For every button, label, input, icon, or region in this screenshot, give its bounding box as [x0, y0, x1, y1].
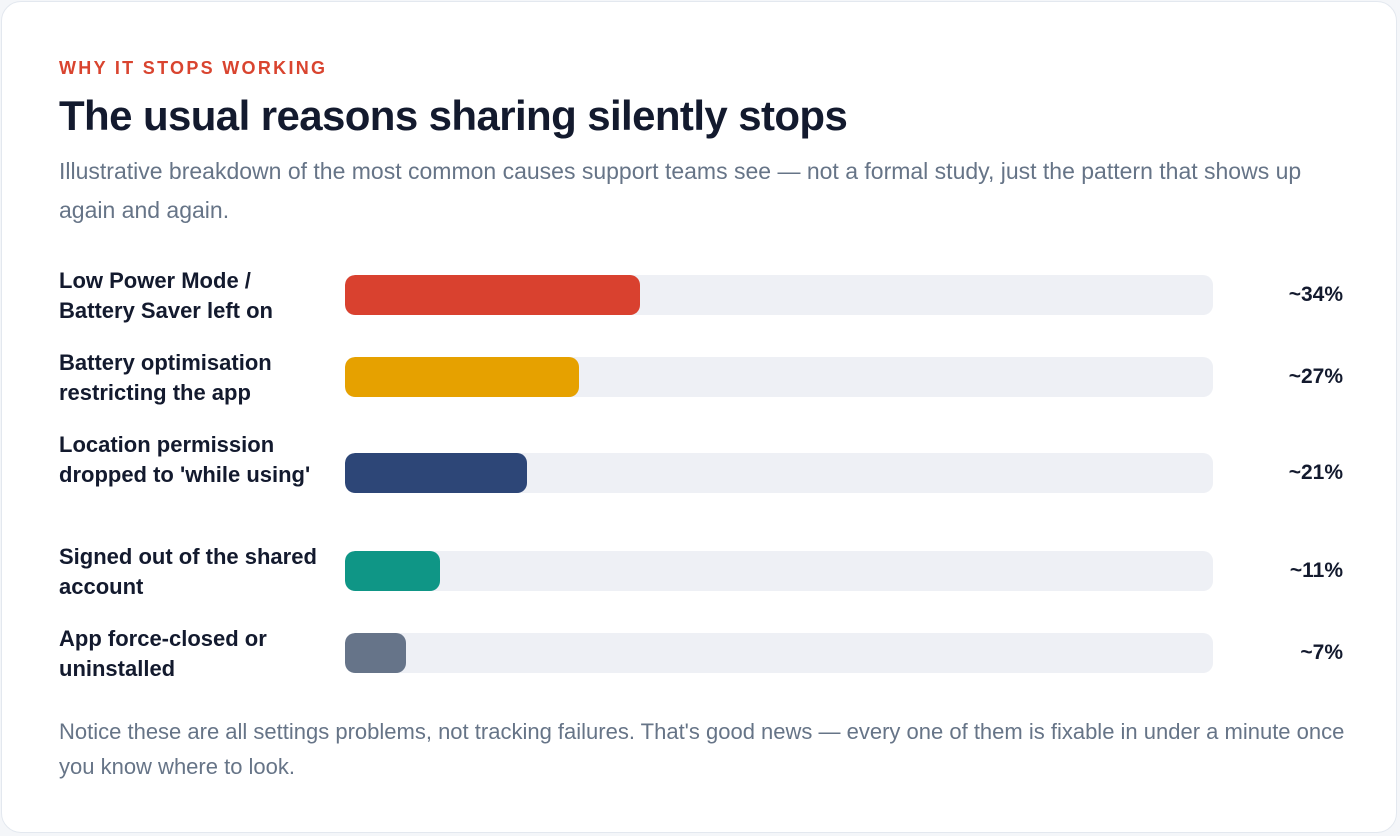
bar-track: [345, 357, 1213, 397]
bar-row: Low Power Mode / Battery Saver left on ~…: [59, 265, 1343, 325]
bar-label: Battery optimisation restricting the app: [59, 350, 272, 405]
bar-fill: [345, 275, 641, 315]
bar-track: [345, 633, 1213, 673]
chart-title: The usual reasons sharing silently stops: [59, 92, 848, 139]
bar-track: [345, 551, 1213, 591]
bar-value-label: ~7%: [1300, 641, 1343, 664]
bar-track: [345, 275, 1213, 315]
bar-value-label: ~27%: [1288, 365, 1343, 388]
bar-value-label: ~11%: [1289, 559, 1343, 582]
bar-value-label: ~34%: [1288, 283, 1343, 306]
bar-row: Battery optimisation restricting the app…: [59, 347, 1343, 407]
bar-label: App force-closed or uninstalled: [59, 626, 267, 681]
eyebrow-label: WHY IT STOPS WORKING: [59, 58, 328, 78]
bar-label: Low Power Mode / Battery Saver left on: [59, 268, 273, 323]
bar-value-label: ~21%: [1288, 461, 1343, 484]
bar-fill: [345, 453, 528, 493]
chart-subtitle: Illustrative breakdown of the most commo…: [59, 158, 1302, 223]
bar-label: Signed out of the shared account: [59, 544, 317, 599]
bar-label: Location permission dropped to 'while us…: [59, 432, 311, 487]
bar-fill: [345, 357, 580, 397]
bar-fill: [345, 551, 441, 591]
bar-row: Signed out of the shared account ~11%: [59, 541, 1343, 601]
bar-track: [345, 453, 1213, 493]
bar-fill: [345, 633, 406, 673]
bar-row: Location permission dropped to 'while us…: [59, 429, 1343, 519]
bar-row: App force-closed or uninstalled ~7%: [59, 623, 1343, 683]
chart-footnote: Notice these are all settings problems, …: [59, 719, 1345, 779]
